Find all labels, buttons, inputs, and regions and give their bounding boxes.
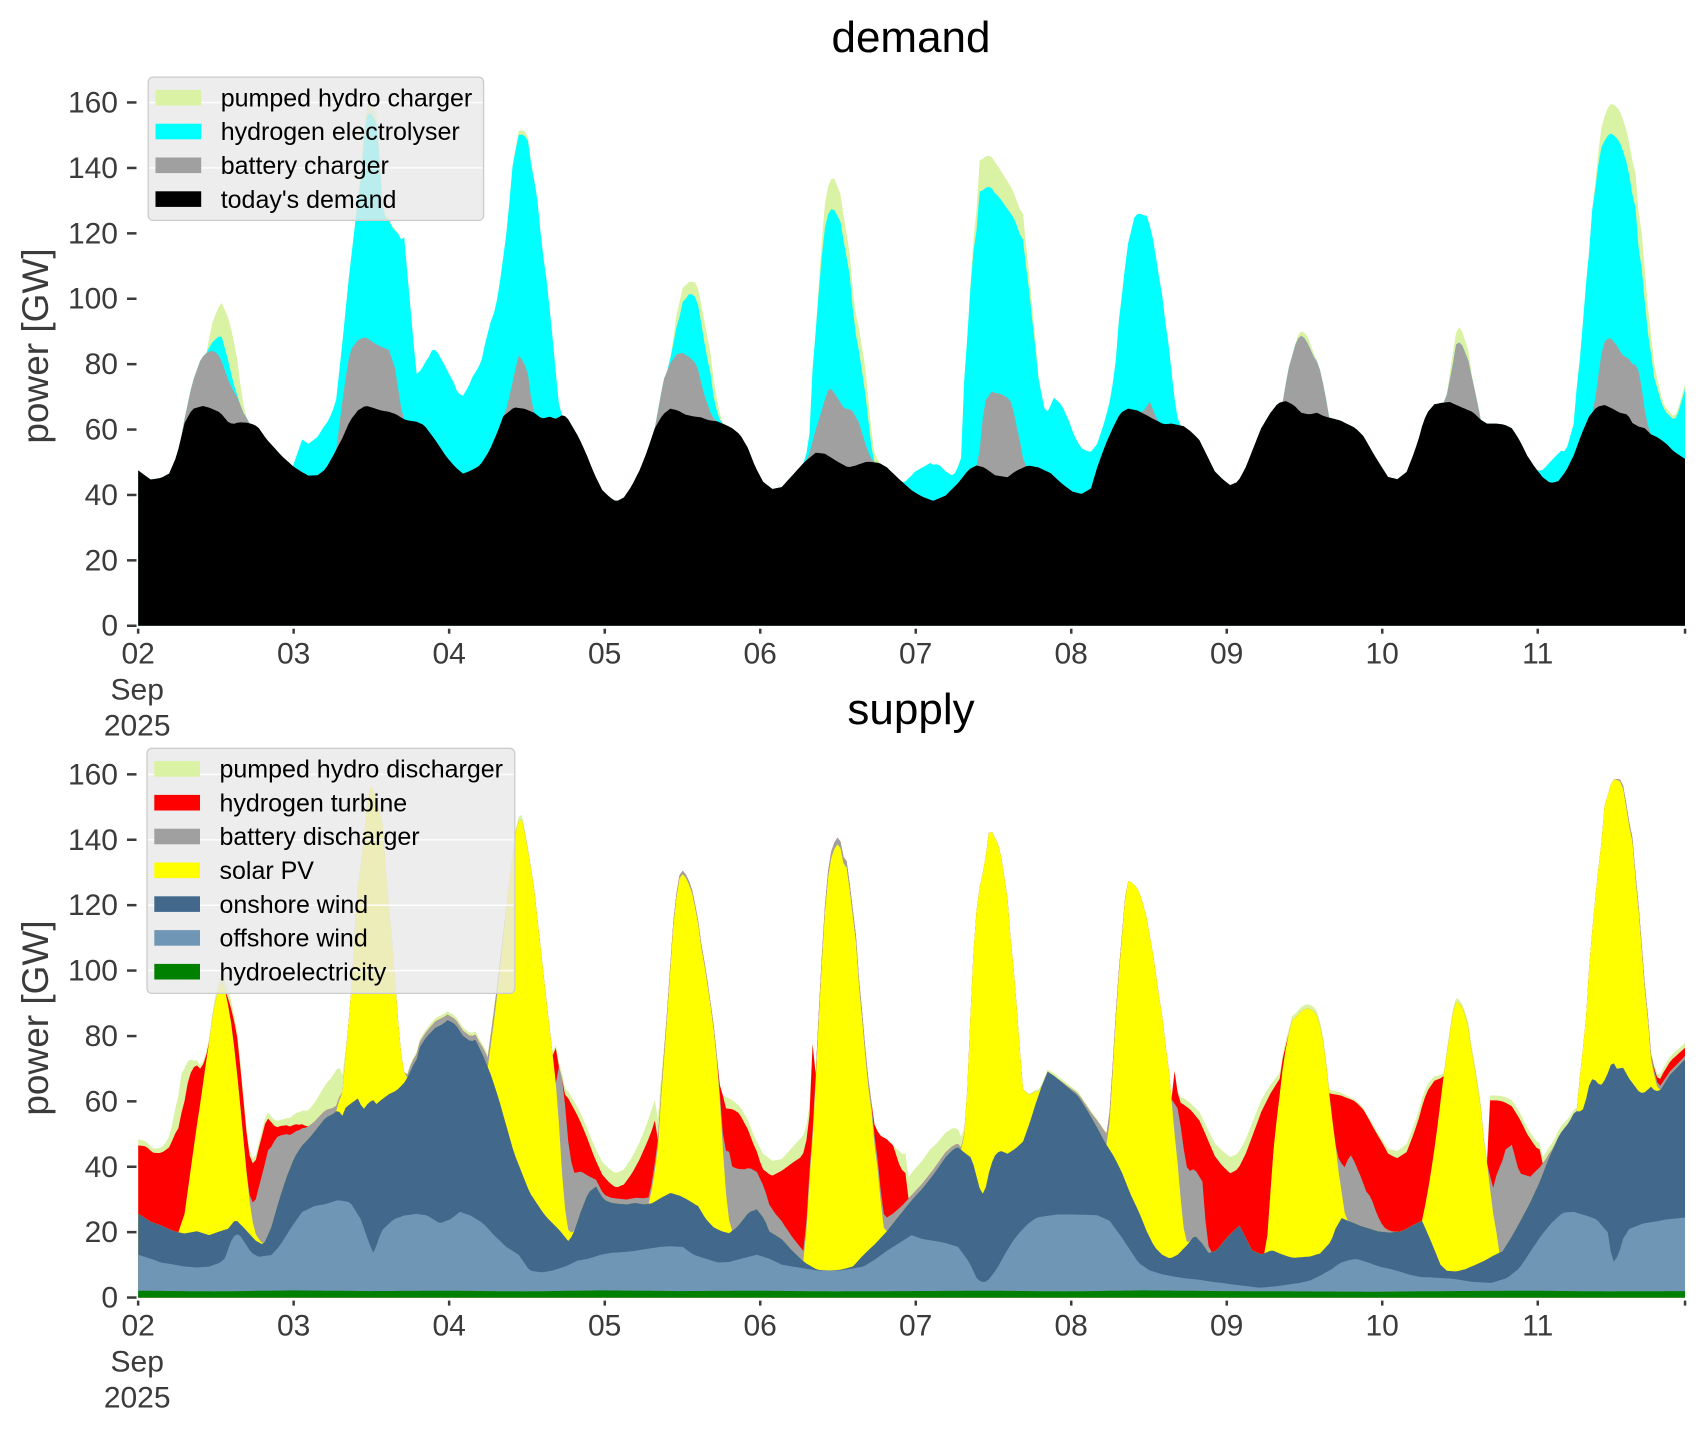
svg-text:power [GW]: power [GW] [15,248,56,443]
svg-text:05: 05 [588,638,621,671]
svg-text:hydroelectricity: hydroelectricity [220,958,387,986]
svg-text:07: 07 [899,1310,932,1343]
svg-text:07: 07 [899,638,932,671]
svg-text:hydrogen electrolyser: hydrogen electrolyser [221,118,460,146]
svg-text:60: 60 [85,1085,118,1118]
svg-text:04: 04 [433,638,466,671]
svg-text:160: 160 [68,87,118,120]
svg-text:40: 40 [85,479,118,512]
svg-text:10: 10 [1366,638,1399,671]
svg-text:2025: 2025 [104,710,171,743]
svg-text:09: 09 [1210,1310,1243,1343]
svg-text:10: 10 [1366,1310,1399,1343]
svg-text:demand: demand [831,13,990,62]
svg-text:20: 20 [85,1216,118,1249]
svg-text:hydrogen turbine: hydrogen turbine [220,789,408,817]
svg-text:120: 120 [68,217,118,250]
svg-text:06: 06 [744,1310,777,1343]
svg-text:100: 100 [68,955,118,988]
svg-text:09: 09 [1210,638,1243,671]
svg-text:05: 05 [588,1310,621,1343]
svg-text:100: 100 [68,283,118,316]
svg-text:Sep: Sep [111,1346,164,1379]
svg-text:60: 60 [85,414,118,447]
svg-text:11: 11 [1522,1310,1553,1343]
svg-text:0: 0 [101,1282,118,1315]
svg-text:solar PV: solar PV [220,857,315,885]
svg-text:140: 140 [68,824,118,857]
svg-text:supply: supply [847,685,974,734]
svg-text:Sep: Sep [111,674,164,707]
svg-text:power [GW]: power [GW] [15,920,56,1115]
svg-text:04: 04 [433,1310,466,1343]
svg-text:140: 140 [68,152,118,185]
svg-text:08: 08 [1055,1310,1088,1343]
svg-text:2025: 2025 [104,1382,171,1415]
svg-text:20: 20 [85,544,118,577]
svg-text:160: 160 [68,758,118,791]
svg-text:02: 02 [122,638,155,671]
svg-text:0: 0 [101,610,118,643]
svg-text:80: 80 [85,1020,118,1053]
svg-text:battery charger: battery charger [221,152,389,180]
svg-text:onshore wind: onshore wind [220,891,369,919]
svg-text:11: 11 [1522,638,1553,671]
svg-text:pumped hydro discharger: pumped hydro discharger [220,756,504,784]
svg-text:03: 03 [277,638,310,671]
svg-text:03: 03 [277,1310,310,1343]
svg-text:06: 06 [744,638,777,671]
svg-text:offshore wind: offshore wind [220,925,368,953]
svg-text:08: 08 [1055,638,1088,671]
svg-text:02: 02 [122,1310,155,1343]
svg-text:battery discharger: battery discharger [220,823,420,851]
svg-text:120: 120 [68,889,118,922]
svg-text:pumped hydro charger: pumped hydro charger [221,84,473,112]
svg-text:80: 80 [85,348,118,381]
svg-text:today's demand: today's demand [221,186,397,214]
svg-text:40: 40 [85,1151,118,1184]
